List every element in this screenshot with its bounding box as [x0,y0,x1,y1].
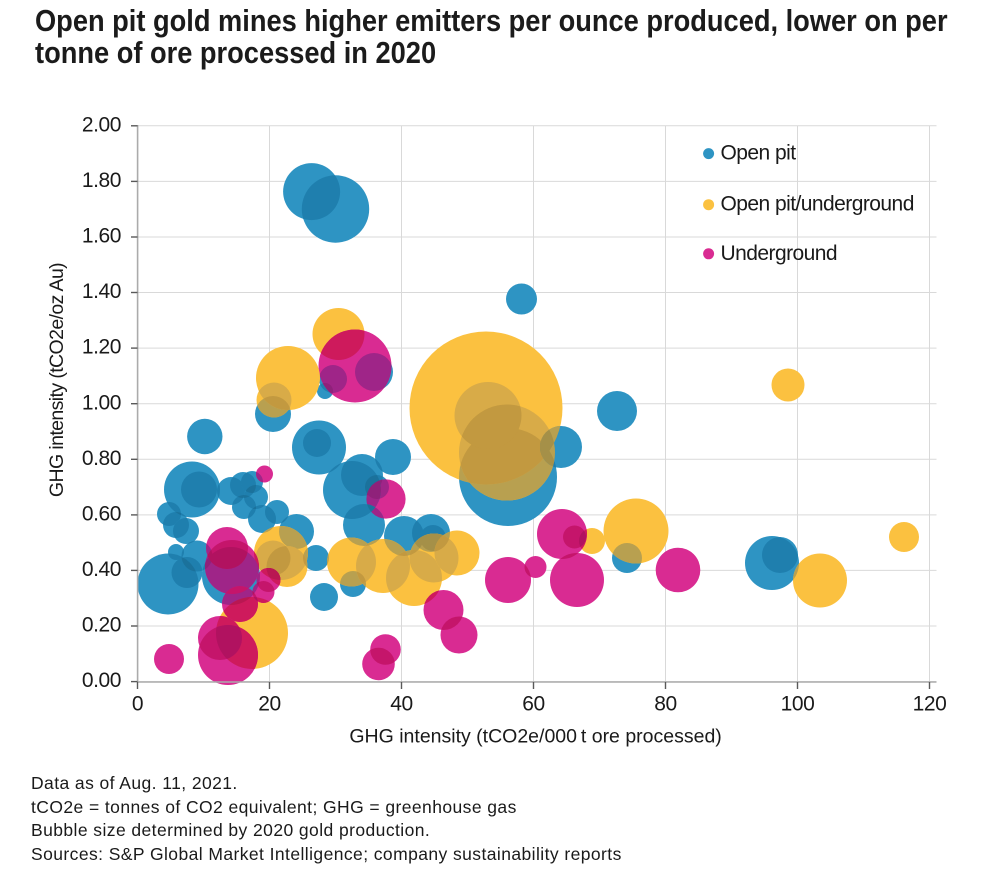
svg-text:100: 100 [781,693,815,716]
svg-text:60: 60 [522,693,544,716]
svg-text:0.20: 0.20 [82,614,121,637]
svg-text:80: 80 [654,693,676,716]
svg-text:40: 40 [390,693,412,716]
svg-text:2.00: 2.00 [82,113,121,136]
svg-text:0.40: 0.40 [82,558,121,581]
svg-text:0.60: 0.60 [82,503,121,526]
svg-text:120: 120 [913,693,947,716]
svg-text:Open pit: Open pit [721,142,797,165]
svg-text:0: 0 [132,693,143,716]
svg-text:0.80: 0.80 [82,447,121,470]
svg-text:Underground: Underground [721,242,838,265]
svg-text:1.00: 1.00 [82,391,121,414]
svg-text:1.20: 1.20 [82,336,121,359]
svg-text:0.00: 0.00 [82,669,121,692]
svg-text:GHG intensity (tCO2e/oz Au): GHG intensity (tCO2e/oz Au) [46,263,68,497]
svg-text:1.80: 1.80 [82,169,121,192]
svg-text:1.60: 1.60 [82,225,121,248]
svg-text:20: 20 [258,693,280,716]
svg-text:Open pit/underground: Open pit/underground [721,193,914,216]
svg-text:1.40: 1.40 [82,280,121,303]
svg-text:GHG intensity (tCO2e/000 t ore: GHG intensity (tCO2e/000 t ore processed… [349,726,721,748]
